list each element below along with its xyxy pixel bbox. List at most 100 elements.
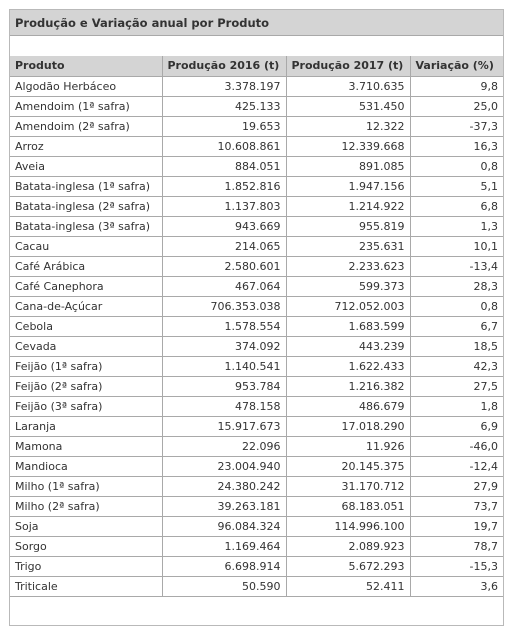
cell-variacao: 18,5 [409,335,503,357]
cell-producao-2016: 24.380.242 [161,475,287,497]
table-row: Cana-de-Açúcar 706.353.038 712.052.003 0,8 [10,295,503,317]
cell-produto: Mamona [10,435,163,457]
cell-produto: Feijão (1ª safra) [10,355,163,377]
cell-variacao: 10,1 [409,235,503,257]
cell-producao-2016: 23.004.940 [161,455,287,477]
cell-variacao: 27,9 [409,475,503,497]
cell-producao-2017: 2.233.623 [285,255,411,277]
cell-variacao: 6,8 [409,195,503,217]
table-row: Triticale 50.590 52.411 3,6 [10,575,503,597]
table-row: Mandioca 23.004.940 20.145.375 -12,4 [10,455,503,477]
table-row: Milho (2ª safra) 39.263.181 68.183.051 73,7 [10,495,503,517]
cell-producao-2017: 486.679 [285,395,411,417]
cell-producao-2017: 1.683.599 [285,315,411,337]
cell-producao-2017: 712.052.003 [285,295,411,317]
cell-produto: Soja [10,515,163,537]
cell-producao-2016: 214.065 [161,235,287,257]
cell-produto: Laranja [10,415,163,437]
column-header-producao-2017: Produção 2017 (t) [285,56,411,77]
cell-variacao: 0,8 [409,295,503,317]
cell-producao-2017: 443.239 [285,335,411,357]
cell-producao-2016: 884.051 [161,155,287,177]
cell-producao-2016: 706.353.038 [161,295,287,317]
cell-producao-2016: 15.917.673 [161,415,287,437]
production-table: Produto Produção 2016 (t) Produção 2017 … [10,56,503,597]
table-row: Cevada 374.092 443.239 18,5 [10,335,503,357]
cell-produto: Triticale [10,575,163,597]
cell-producao-2016: 1.852.816 [161,175,287,197]
table-row: Laranja 15.917.673 17.018.290 6,9 [10,415,503,437]
cell-producao-2016: 2.580.601 [161,255,287,277]
table-header-row: Produto Produção 2016 (t) Produção 2017 … [10,56,503,77]
column-header-producao-2016: Produção 2016 (t) [161,56,287,77]
cell-producao-2017: 5.672.293 [285,555,411,577]
cell-producao-2017: 599.373 [285,275,411,297]
cell-producao-2017: 891.085 [285,155,411,177]
table-row: Feijão (1ª safra) 1.140.541 1.622.433 42,3 [10,355,503,377]
cell-variacao: 28,3 [409,275,503,297]
cell-producao-2016: 50.590 [161,575,287,597]
cell-produto: Cana-de-Açúcar [10,295,163,317]
cell-producao-2016: 953.784 [161,375,287,397]
cell-variacao: 19,7 [409,515,503,537]
cell-producao-2017: 2.089.923 [285,535,411,557]
cell-variacao: 25,0 [409,95,503,117]
cell-variacao: 5,1 [409,175,503,197]
table-caption: Produção e Variação anual por Produto [10,10,503,36]
cell-producao-2017: 955.819 [285,215,411,237]
cell-producao-2016: 6.698.914 [161,555,287,577]
cell-producao-2017: 68.183.051 [285,495,411,517]
cell-producao-2017: 235.631 [285,235,411,257]
cell-produto: Cevada [10,335,163,357]
cell-variacao: 1,8 [409,395,503,417]
cell-producao-2016: 1.169.464 [161,535,287,557]
table-row: Amendoim (1ª safra) 425.133 531.450 25,0 [10,95,503,117]
cell-produto: Café Arábica [10,255,163,277]
cell-variacao: 6,7 [409,315,503,337]
cell-producao-2016: 3.378.197 [161,75,287,97]
cell-producao-2016: 39.263.181 [161,495,287,517]
table-row: Sorgo 1.169.464 2.089.923 78,7 [10,535,503,557]
cell-produto: Mandioca [10,455,163,477]
table-row: Batata-inglesa (1ª safra) 1.852.816 1.947.… [10,175,503,197]
cell-variacao: -46,0 [409,435,503,457]
cell-producao-2016: 22.096 [161,435,287,457]
cell-produto: Batata-inglesa (1ª safra) [10,175,163,197]
cell-produto: Cacau [10,235,163,257]
cell-producao-2016: 19.653 [161,115,287,137]
cell-produto: Milho (2ª safra) [10,495,163,517]
cell-produto: Cebola [10,315,163,337]
cell-variacao: -15,3 [409,555,503,577]
table-row: Milho (1ª safra) 24.380.242 31.170.712 27,9 [10,475,503,497]
table-row: Soja 96.084.324 114.996.100 19,7 [10,515,503,537]
cell-producao-2017: 3.710.635 [285,75,411,97]
table-row: Aveia 884.051 891.085 0,8 [10,155,503,177]
cell-variacao: -13,4 [409,255,503,277]
cell-producao-2017: 531.450 [285,95,411,117]
cell-produto: Sorgo [10,535,163,557]
column-header-variacao: Variação (%) [409,56,503,77]
table-row: Café Canephora 467.064 599.373 28,3 [10,275,503,297]
cell-producao-2016: 1.578.554 [161,315,287,337]
table-row: Arroz 10.608.861 12.339.668 16,3 [10,135,503,157]
cell-produto: Feijão (2ª safra) [10,375,163,397]
cell-variacao: 42,3 [409,355,503,377]
cell-produto: Feijão (3ª safra) [10,395,163,417]
cell-variacao: 3,6 [409,575,503,597]
cell-variacao: 27,5 [409,375,503,397]
table-row: Batata-inglesa (3ª safra) 943.669 955.819 1… [10,215,503,237]
cell-producao-2016: 943.669 [161,215,287,237]
cell-producao-2016: 425.133 [161,95,287,117]
cell-producao-2016: 1.137.803 [161,195,287,217]
table-row: Batata-inglesa (2ª safra) 1.137.803 1.214.… [10,195,503,217]
cell-produto: Algodão Herbáceo [10,75,163,97]
cell-produto: Aveia [10,155,163,177]
cell-producao-2017: 1.947.156 [285,175,411,197]
cell-variacao: -12,4 [409,455,503,477]
cell-producao-2016: 374.092 [161,335,287,357]
cell-producao-2017: 1.216.382 [285,375,411,397]
cell-produto: Amendoim (1ª safra) [10,95,163,117]
table-row: Feijão (3ª safra) 478.158 486.679 1,8 [10,395,503,417]
table-row: Cacau 214.065 235.631 10,1 [10,235,503,257]
cell-variacao: 6,9 [409,415,503,437]
